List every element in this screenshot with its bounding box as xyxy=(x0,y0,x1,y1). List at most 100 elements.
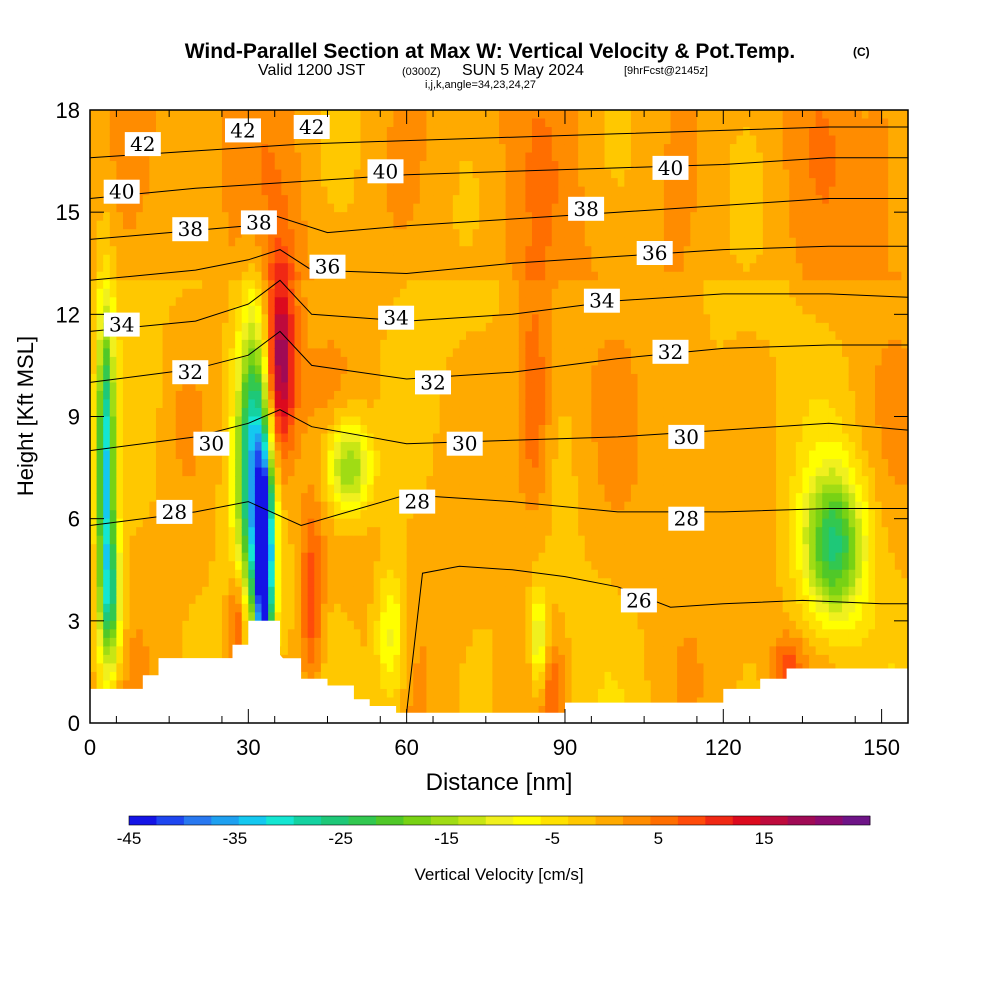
x-tick-label: 0 xyxy=(84,735,96,760)
contour-label-box xyxy=(668,506,705,531)
theta-contour-26 xyxy=(406,565,908,713)
contour-label-box xyxy=(309,254,346,279)
colorbar-swatch xyxy=(129,816,157,825)
theta-contour-40 xyxy=(90,157,908,199)
colorbar-tick-label: -35 xyxy=(223,829,248,848)
terrain xyxy=(90,620,908,723)
contour-label-32: 32 xyxy=(658,340,683,364)
theta-contour-30 xyxy=(90,409,908,452)
contour-label-38: 38 xyxy=(246,210,271,234)
contour-label-30: 30 xyxy=(199,432,224,456)
colorbar-swatch xyxy=(787,816,816,825)
colorbar-swatch xyxy=(293,816,322,825)
colorbar-swatch xyxy=(732,816,761,825)
contour-label-36: 36 xyxy=(315,255,340,279)
contour-label-box xyxy=(293,115,330,139)
y-tick-label: 9 xyxy=(68,405,80,430)
contour-label-box xyxy=(652,339,689,364)
colorbar-tick-label: -25 xyxy=(328,829,353,848)
colorbar-swatch xyxy=(403,816,432,825)
colorbar-tick-label: 5 xyxy=(654,829,663,848)
contour-label-box xyxy=(193,431,230,456)
colorbar-swatch xyxy=(623,816,651,825)
copyright-mark: (C) xyxy=(853,45,870,59)
grid-indices: i,j,k,angle=34,23,24,27 xyxy=(425,79,536,91)
contour-label-box xyxy=(415,370,451,395)
contour-label-28: 28 xyxy=(162,500,187,524)
y-tick-label: 6 xyxy=(68,507,80,532)
contour-label-box xyxy=(367,159,404,184)
colorbar-swatch xyxy=(485,816,514,825)
colorbar-swatch xyxy=(183,816,212,825)
vertical-velocity-field xyxy=(90,110,908,723)
colorbar-swatch xyxy=(650,816,679,825)
colorbar-swatch xyxy=(705,816,734,825)
theta-contour-36 xyxy=(90,245,908,281)
contour-label-26: 26 xyxy=(626,588,651,612)
colorbar-swatch xyxy=(760,816,789,825)
colorbar-label: Vertical Velocity [cm/s] xyxy=(414,865,583,884)
contour-label-38: 38 xyxy=(573,197,598,221)
valid-time-c: SUN 5 May 2024 xyxy=(462,62,584,79)
contour-label-box xyxy=(568,196,605,221)
colorbar-swatch xyxy=(321,816,349,825)
colorbar: -45 -35 -25 -15 -5 5 15 xyxy=(117,815,871,848)
colorbar-swatch xyxy=(266,816,295,825)
contour-label-34: 34 xyxy=(109,313,134,337)
colorbar-swatch xyxy=(458,816,487,825)
x-tick-label: 60 xyxy=(394,735,418,760)
contour-label-42: 42 xyxy=(299,115,324,139)
colorbar-swatch xyxy=(513,816,542,825)
colorbar-frame xyxy=(128,815,871,826)
contour-label-box xyxy=(668,424,705,449)
terrain-block xyxy=(158,620,302,723)
contour-label-42: 42 xyxy=(230,118,255,142)
theta-contour-32 xyxy=(90,330,908,383)
colorbar-swatch xyxy=(238,816,267,825)
contour-label-box xyxy=(620,588,657,613)
contour-label-box xyxy=(240,210,277,235)
contour-label-box xyxy=(583,288,620,313)
colorbar-swatch xyxy=(842,816,871,825)
colorbar-swatch xyxy=(376,816,404,825)
colorbar-swatch xyxy=(540,816,569,825)
colorbar-swatch xyxy=(815,816,843,825)
colorbar-swatch xyxy=(677,816,706,825)
chart-title: Wind-Parallel Section at Max W: Vertical… xyxy=(185,40,796,63)
contour-label-box xyxy=(636,241,673,265)
colorbar-swatch xyxy=(595,816,624,825)
theta-contour-28 xyxy=(90,494,908,527)
colorbar-swatch xyxy=(211,816,240,825)
valid-time-a: Valid 1200 JST xyxy=(258,62,366,79)
contour-label-box xyxy=(172,217,209,242)
valid-time-d: [9hrFcst@2145z] xyxy=(624,65,708,77)
colorbar-tick-label: -15 xyxy=(434,829,459,848)
theta-contour-38 xyxy=(90,198,908,240)
contour-label-box xyxy=(378,305,415,330)
contour-label-box xyxy=(103,312,140,337)
contour-label-30: 30 xyxy=(452,432,477,456)
contour-label-32: 32 xyxy=(178,360,203,384)
contour-labels: 42 42 42 40 40 40 38 38 38 36 36 34 34 34 32 32 32 30 30 30… xyxy=(103,115,705,613)
potential-temperature-contours xyxy=(90,126,908,713)
plot-area: 42 42 42 40 40 40 38 38 38 36 36 34 34 34 32 32 32 30 30 30… xyxy=(90,110,908,723)
contour-label-box xyxy=(225,118,261,143)
contour-label-28: 28 xyxy=(674,507,699,531)
contour-label-30: 30 xyxy=(674,425,699,449)
valid-time-b: (0300Z) xyxy=(402,66,441,78)
x-axis-label: Distance [nm] xyxy=(426,769,573,796)
colorbar-tick-label: -5 xyxy=(545,829,560,848)
contour-label-34: 34 xyxy=(589,289,614,313)
y-tick-label: 12 xyxy=(56,302,80,327)
y-tick-label: 3 xyxy=(68,609,80,634)
colorbar-tick-label: -45 xyxy=(117,829,142,848)
theta-contour-42 xyxy=(90,126,908,159)
contour-label-38: 38 xyxy=(178,217,203,241)
contour-label-32: 32 xyxy=(420,370,445,394)
contour-label-40: 40 xyxy=(658,156,683,180)
x-tick-label: 120 xyxy=(705,735,742,760)
x-tick-label: 90 xyxy=(553,735,577,760)
contour-label-28: 28 xyxy=(404,490,429,514)
